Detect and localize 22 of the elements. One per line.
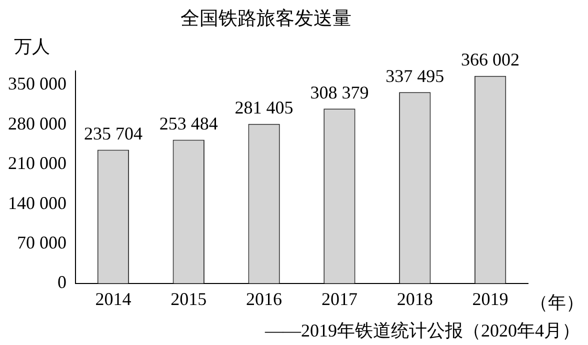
data-label: 253 484 xyxy=(159,113,218,134)
y-tick-label: 140 000 xyxy=(8,192,66,213)
data-label: 308 379 xyxy=(310,82,369,102)
y-axis-title: 万人 xyxy=(14,36,50,57)
x-tick-label: 2018 xyxy=(396,288,433,309)
x-axis-title: （年） xyxy=(530,292,584,313)
y-tick-label: 350 000 xyxy=(8,74,66,94)
x-tick-label: 2019 xyxy=(472,288,508,309)
x-tick-label: 2016 xyxy=(246,288,282,309)
text: ——2019年铁道统计公报（2020年4月） xyxy=(264,320,580,341)
data-label: 235 704 xyxy=(84,124,142,144)
x-tick-label: 2017 xyxy=(321,288,358,309)
x-tick-label: 2015 xyxy=(170,288,207,309)
data-label: 337 495 xyxy=(386,66,444,86)
y-tick-label: 280 000 xyxy=(8,113,66,134)
data-label: 281 405 xyxy=(234,98,294,118)
x-tick-label: 2014 xyxy=(95,288,132,309)
chart-title: 全国铁路旅客发送量 xyxy=(180,7,352,30)
y-tick-label: 210 000 xyxy=(8,153,66,174)
y-tick-label: 0 xyxy=(58,272,66,292)
data-label: 366 002 xyxy=(461,50,520,70)
y-tick-label: 70 000 xyxy=(17,232,66,252)
